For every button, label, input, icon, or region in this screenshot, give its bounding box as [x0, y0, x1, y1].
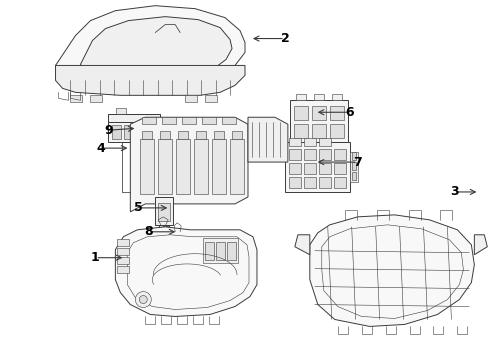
Bar	[140, 139, 154, 194]
Bar	[202, 117, 216, 124]
Bar	[162, 117, 176, 124]
Text: 8: 8	[144, 225, 152, 238]
Bar	[205, 95, 217, 102]
Bar	[296, 94, 306, 100]
Bar	[158, 139, 172, 194]
Bar	[118, 248, 129, 255]
Bar	[155, 197, 173, 225]
Bar	[179, 250, 187, 260]
Bar	[118, 257, 129, 264]
Bar	[319, 149, 331, 160]
Circle shape	[139, 296, 147, 303]
Bar	[169, 250, 177, 260]
Bar	[160, 131, 170, 139]
Text: 2: 2	[280, 32, 289, 45]
Bar	[158, 203, 170, 221]
Bar	[222, 117, 236, 124]
Bar	[290, 100, 348, 142]
Bar	[289, 163, 301, 174]
Polygon shape	[474, 235, 488, 255]
Text: 4: 4	[96, 141, 105, 155]
Bar	[203, 238, 238, 263]
Bar	[294, 124, 308, 138]
Polygon shape	[115, 227, 257, 316]
Polygon shape	[248, 117, 288, 162]
Text: 9: 9	[104, 124, 113, 137]
Bar	[304, 163, 316, 174]
Bar	[330, 106, 343, 120]
Bar	[178, 131, 188, 139]
Polygon shape	[310, 215, 474, 327]
Bar	[230, 139, 244, 194]
Bar	[334, 149, 346, 160]
Bar	[214, 131, 224, 139]
Bar	[352, 152, 356, 160]
Bar	[334, 177, 346, 188]
Bar	[205, 242, 214, 260]
Bar	[227, 242, 236, 260]
Bar	[312, 106, 326, 120]
Bar	[350, 152, 358, 182]
Bar	[334, 163, 346, 174]
Polygon shape	[80, 17, 232, 80]
Bar	[312, 124, 326, 138]
Bar	[196, 131, 206, 139]
Bar	[289, 138, 301, 146]
Polygon shape	[55, 66, 245, 95]
Bar	[91, 95, 102, 102]
Bar	[304, 177, 316, 188]
Bar	[71, 95, 82, 102]
Bar	[142, 117, 156, 124]
Polygon shape	[295, 235, 310, 255]
Bar	[116, 108, 126, 114]
Bar	[212, 139, 226, 194]
Bar	[314, 94, 324, 100]
Bar	[330, 124, 343, 138]
Bar	[294, 106, 308, 120]
Bar	[108, 122, 160, 142]
Bar	[352, 172, 356, 180]
Bar	[118, 239, 129, 246]
Bar	[148, 125, 157, 139]
Bar	[304, 138, 316, 146]
Polygon shape	[130, 117, 248, 212]
Bar	[118, 266, 129, 273]
Text: 7: 7	[353, 156, 362, 168]
Bar	[290, 142, 348, 150]
Bar	[142, 131, 152, 139]
Text: 1: 1	[91, 251, 100, 264]
Bar	[108, 114, 160, 122]
Bar	[194, 139, 208, 194]
Polygon shape	[55, 6, 245, 88]
Bar	[332, 94, 342, 100]
Bar	[289, 177, 301, 188]
Bar	[136, 125, 145, 139]
Polygon shape	[155, 226, 187, 250]
Text: 6: 6	[345, 106, 354, 119]
Bar	[285, 142, 350, 192]
Bar	[159, 250, 167, 260]
Bar	[182, 117, 196, 124]
Bar	[319, 138, 331, 146]
Bar	[112, 125, 122, 139]
Polygon shape	[159, 225, 169, 231]
Bar	[319, 177, 331, 188]
Text: 3: 3	[450, 185, 459, 198]
Text: 5: 5	[134, 201, 143, 215]
Circle shape	[135, 292, 151, 307]
Bar	[216, 242, 225, 260]
Bar	[124, 125, 133, 139]
Bar	[176, 139, 190, 194]
Bar	[304, 149, 316, 160]
Bar	[319, 163, 331, 174]
Bar	[289, 149, 301, 160]
Bar	[232, 131, 242, 139]
Bar	[352, 162, 356, 170]
Bar	[185, 95, 197, 102]
